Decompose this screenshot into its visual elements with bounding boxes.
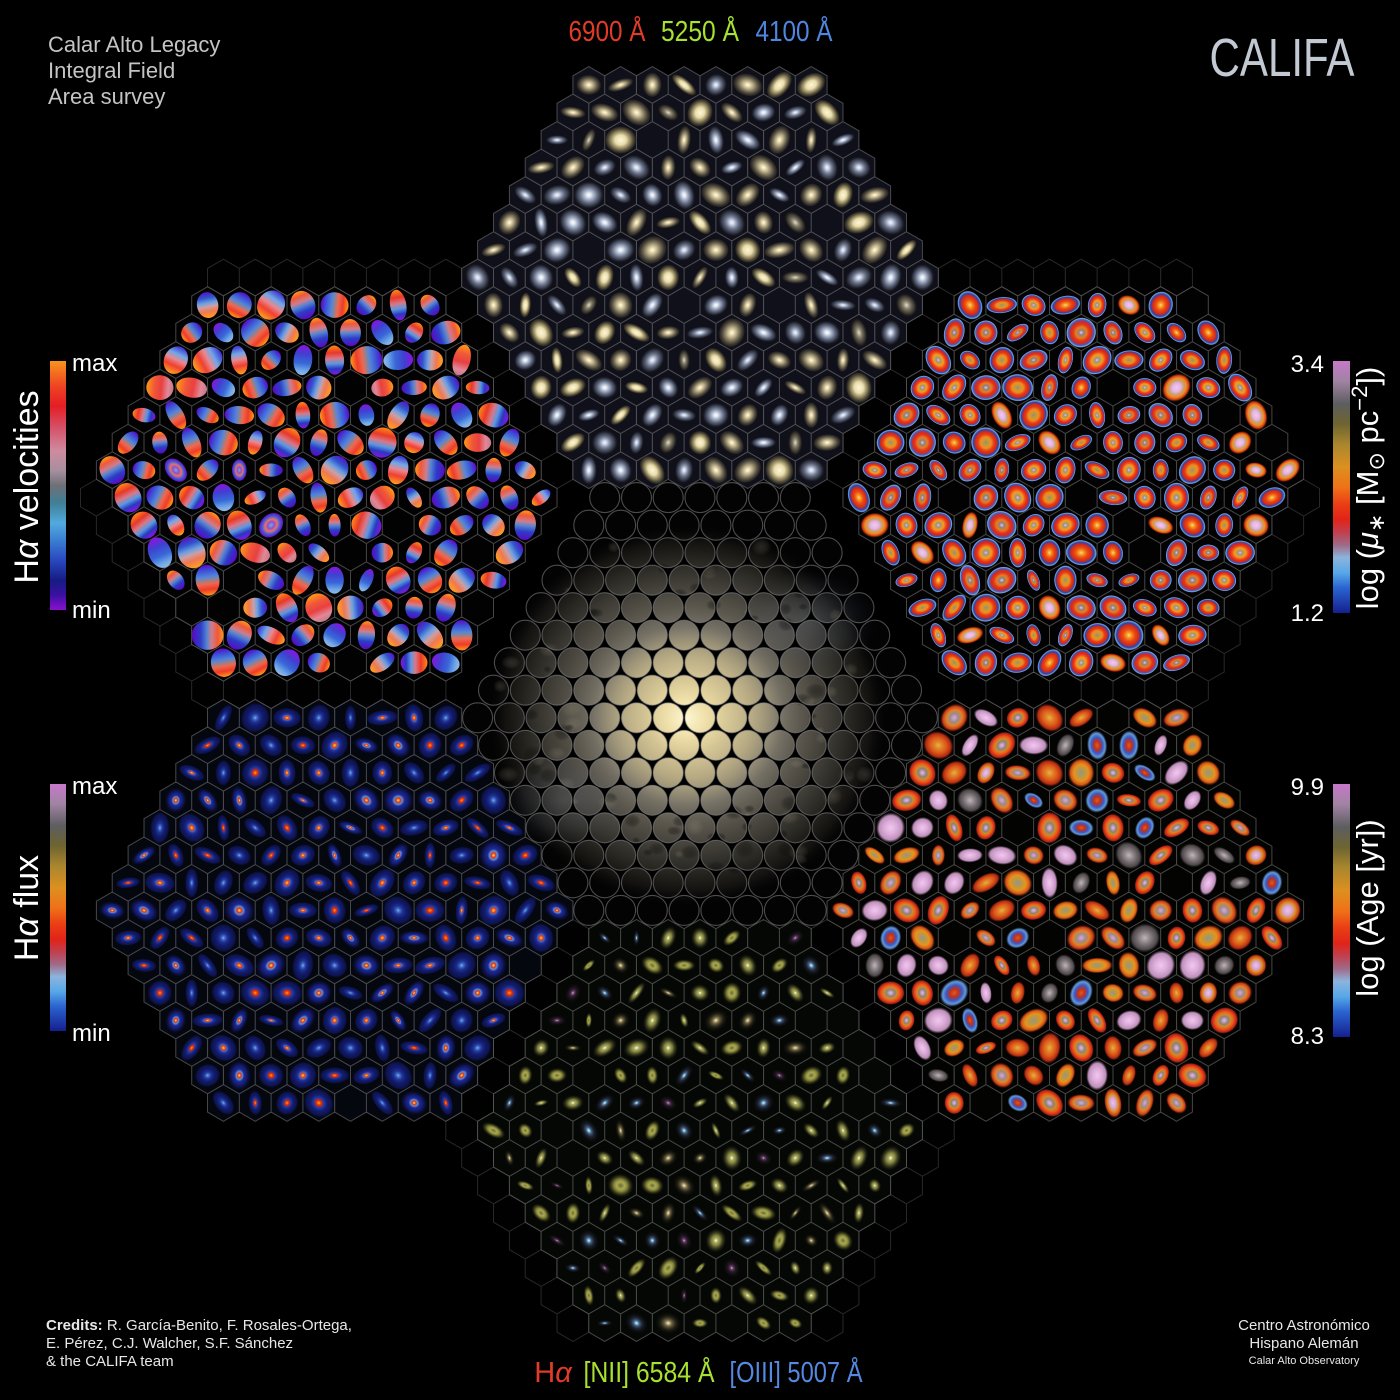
svg-text:& the CALIFA team: & the CALIFA team	[46, 1353, 174, 1370]
svg-text:Area survey: Area survey	[48, 84, 165, 109]
svg-text:8.3: 8.3	[1291, 1023, 1324, 1050]
svg-text:Centro Astronómico: Centro Astronómico	[1238, 1317, 1370, 1334]
svg-text:9.9: 9.9	[1291, 774, 1324, 801]
svg-text:E. Pérez, C.J. Walcher, S.F. S: E. Pérez, C.J. Walcher, S.F. Sánchez	[46, 1335, 293, 1352]
svg-text:[NII] 6584 Å: [NII] 6584 Å	[584, 1356, 716, 1389]
svg-text:Hα velocities: Hα velocities	[8, 390, 46, 583]
svg-text:5250 Å: 5250 Å	[661, 15, 740, 48]
svg-text:1.2: 1.2	[1291, 600, 1324, 627]
svg-text:3.4: 3.4	[1291, 351, 1324, 378]
svg-text:Calar Alto Legacy: Calar Alto Legacy	[48, 32, 220, 57]
svg-text:Calar Alto Observatory: Calar Alto Observatory	[1249, 1355, 1360, 1367]
svg-text:max: max	[72, 350, 117, 377]
svg-text:Hα: Hα	[534, 1357, 573, 1389]
svg-text:max: max	[72, 773, 117, 800]
svg-text:4100 Å: 4100 Å	[756, 15, 834, 48]
svg-text:min: min	[72, 1020, 111, 1047]
svg-text:Hα flux: Hα flux	[8, 855, 46, 961]
svg-text:CALIFA: CALIFA	[1210, 28, 1355, 88]
svg-text:min: min	[72, 597, 111, 624]
svg-text:Hispano Alemán: Hispano Alemán	[1249, 1335, 1358, 1352]
svg-text:log (Age [yr]): log (Age [yr])	[1350, 819, 1385, 996]
svg-text:6900 Å: 6900 Å	[569, 15, 647, 48]
svg-text:Credits: R. García-Benito, F.: Credits: R. García-Benito, F. Rosales-Or…	[46, 1317, 352, 1334]
svg-text:[OIII] 5007 Å: [OIII] 5007 Å	[730, 1356, 864, 1389]
svg-text:Integral Field: Integral Field	[48, 58, 175, 83]
